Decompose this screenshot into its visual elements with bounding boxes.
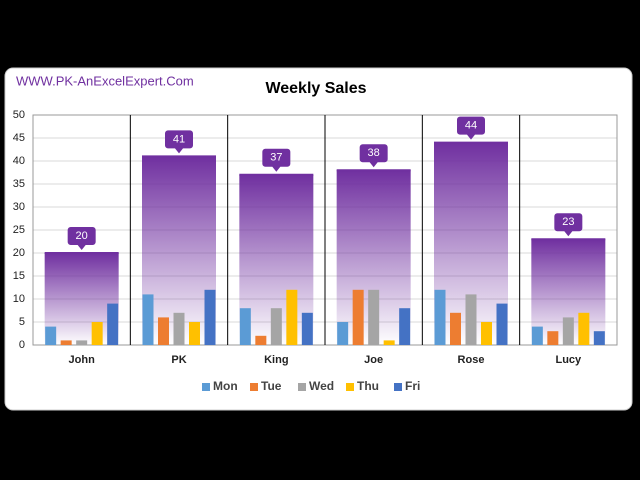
y-tick-label: 5	[19, 316, 25, 328]
legend-swatch	[394, 383, 402, 391]
bar	[45, 326, 57, 345]
bar	[158, 317, 169, 345]
value-label-bubble	[262, 148, 291, 172]
bar	[578, 312, 590, 345]
chart-title: Weekly Sales	[265, 80, 366, 97]
y-tick-label: 30	[13, 201, 25, 213]
value-label: 37	[270, 152, 282, 164]
value-label-bubble	[359, 144, 388, 168]
bar	[239, 308, 251, 345]
x-tick-label: PK	[171, 354, 186, 366]
y-tick-label: 50	[13, 109, 25, 121]
y-tick-label: 35	[13, 178, 25, 190]
x-tick-label: Rose	[458, 354, 485, 366]
y-tick-label: 40	[13, 155, 25, 167]
bar	[286, 289, 298, 345]
bar	[60, 340, 72, 345]
x-tick-label: Lucy	[555, 354, 582, 366]
legend-label: Fri	[405, 379, 420, 393]
legend-label: Mon	[213, 379, 238, 393]
bar	[450, 312, 461, 345]
legend-swatch	[298, 383, 306, 391]
value-label-bubble	[165, 130, 193, 154]
y-tick-label: 10	[13, 293, 25, 305]
bar	[496, 303, 508, 345]
value-label-bubble	[67, 227, 96, 250]
x-tick-label: Joe	[364, 354, 383, 366]
total-bar	[44, 253, 119, 345]
bar	[107, 303, 119, 345]
x-tick-label: King	[264, 354, 288, 366]
bar	[383, 340, 395, 345]
value-label-bubble	[554, 213, 583, 237]
value-label: 44	[465, 120, 477, 132]
bar	[270, 308, 282, 345]
bar	[465, 294, 477, 345]
bar	[434, 289, 446, 345]
bar	[593, 331, 605, 345]
y-tick-label: 20	[13, 247, 25, 259]
value-label: 41	[173, 133, 185, 145]
bar	[189, 322, 200, 345]
y-tick-label: 15	[13, 270, 25, 282]
bar	[91, 322, 103, 345]
legend-label: Wed	[309, 379, 334, 393]
bar	[547, 331, 559, 345]
bar	[337, 322, 349, 345]
value-label: 38	[368, 147, 380, 159]
bar	[76, 340, 88, 345]
bar	[301, 312, 313, 345]
y-tick-label: 45	[13, 132, 25, 144]
y-tick-label: 0	[19, 339, 25, 351]
bar	[204, 289, 216, 345]
bar	[255, 335, 267, 345]
bar	[531, 326, 543, 345]
x-tick-label: John	[69, 354, 96, 366]
legend-swatch	[202, 383, 210, 391]
legend-swatch	[346, 383, 354, 391]
y-tick-label: 25	[13, 224, 25, 236]
bar	[352, 289, 364, 345]
bar	[173, 312, 185, 345]
subtitle: WWW.PK-AnExcelExpert.Com	[16, 73, 194, 88]
value-label-bubble	[457, 116, 485, 140]
value-label: 23	[562, 216, 574, 228]
bar	[368, 289, 380, 345]
bar	[481, 322, 492, 345]
bar	[142, 294, 154, 345]
bar	[399, 308, 411, 345]
legend-label: Tue	[261, 379, 282, 393]
legend-label: Thu	[357, 379, 379, 393]
legend-swatch	[250, 383, 258, 391]
bar	[562, 317, 574, 345]
value-label: 20	[76, 230, 88, 242]
